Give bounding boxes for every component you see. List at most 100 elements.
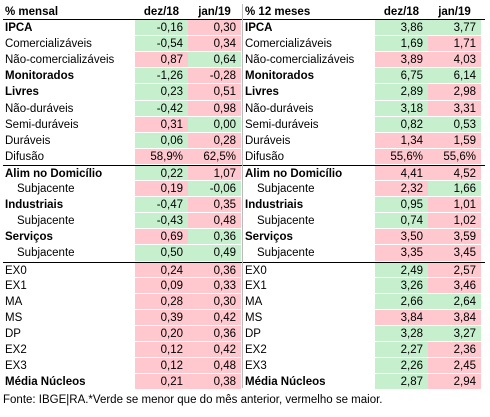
value-jan19: 3,84 [428,309,481,325]
annual-table-row: EX0 2,49 2,57 [243,261,485,278]
monthly-table-row: Não-duráveis -0,42 0,98 [3,100,245,117]
value-dez18: 0,74 [375,213,428,229]
annual-table-row: EX1 3,26 3,46 [243,277,485,294]
value-jan19: 0,34 [188,36,241,52]
value-jan19: 1,01 [428,197,481,213]
monthly-table-row: Média Núcleos 0,21 0,38 [3,374,245,391]
row-label: Não-comercializáveis [5,54,115,67]
row-label: Comercializáveis [5,38,92,51]
monthly-table-row: EX3 0,12 0,48 [3,358,245,375]
row-label: DP [5,327,21,340]
row-label: Livres [245,86,279,99]
value-jan19: 0,42 [188,309,241,325]
value-jan19: 0,30 [188,293,241,309]
value-dez18: 0,09 [135,277,188,293]
row-label: Livres [5,86,39,99]
row-label: Alim no Domicílio [245,167,343,180]
row-label: Alim no Domicílio [5,167,103,180]
annual-header-dez18: dez/18 [383,6,420,18]
annual-table-row: Difusão 55,6% 55,6% [243,148,485,165]
value-dez18: 2,49 [375,262,428,277]
value-dez18: 0,06 [135,132,188,148]
column-divider [242,4,243,388]
value-dez18: 3,86 [375,20,428,36]
value-dez18: 0,19 [135,181,188,197]
row-label: Difusão [245,150,284,163]
monthly-table-row: IPCA -0,16 0,30 [3,20,245,37]
value-dez18: 58,9% [135,148,188,164]
monthly-table-row: Subjacente 0,19 -0,06 [3,181,245,198]
value-dez18: 0,24 [135,262,188,277]
annual-table-row: Não-comercializáveis 3,89 4,03 [243,52,485,69]
monthly-header-row: % mensal dez/18 jan/19 [3,4,245,21]
monthly-table-row: EX2 0,12 0,42 [3,341,245,359]
monthly-table-row: Monitorados -1,26 -0,28 [3,68,245,85]
monthly-table-row: Subjacente -0,43 0,48 [3,213,245,230]
value-jan19: 0,42 [188,341,241,358]
annual-table-row: MA 2,66 2,64 [243,293,485,310]
value-dez18: 0,23 [135,84,188,100]
value-jan19: 0,48 [188,213,241,229]
value-jan19: 1,71 [428,36,481,52]
value-jan19: 0,30 [188,20,241,36]
annual-table: % 12 meses dez/18 jan/19 IPCA 3,86 3,77 Com… [243,4,485,391]
value-jan19: 0,38 [188,374,241,390]
value-dez18: 0,22 [135,165,188,181]
value-jan19: 0,64 [188,52,241,68]
value-jan19: 0,36 [188,325,241,341]
monthly-table-row: MA 0,28 0,30 [3,293,245,310]
row-label: Não-duráveis [5,102,74,115]
row-label: DP [245,327,261,340]
value-dez18: 2,89 [375,84,428,100]
row-label: IPCA [5,22,33,35]
value-jan19: 1,59 [428,132,481,148]
annual-table-row: Média Núcleos 2,87 2,94 [243,374,485,391]
row-label: EX0 [5,264,27,277]
row-label: Duráveis [5,134,51,147]
monthly-table-row: Comercializáveis -0,54 0,34 [3,36,245,53]
row-label: Industriais [245,199,304,212]
value-dez18: 0,12 [135,341,188,358]
monthly-table-row: DP 0,20 0,36 [3,325,245,342]
row-label: Monitorados [5,70,74,83]
annual-table-row: Subjacente 0,74 1,02 [243,213,485,230]
value-jan19: 6,14 [428,68,481,84]
value-jan19: 2,98 [428,84,481,100]
row-label: IPCA [245,22,273,35]
monthly-table-row: Subjacente 0,50 0,49 [3,245,245,262]
value-jan19: 0,51 [188,84,241,100]
monthly-table-row: Difusão 58,9% 62,5% [3,148,245,165]
annual-table-row: EX3 2,26 2,45 [243,358,485,375]
value-dez18: 2,87 [375,374,428,390]
monthly-table-row: Industriais -0,47 0,35 [3,197,245,214]
row-label: Industriais [5,199,64,212]
row-label: Subjacente [257,183,315,196]
monthly-table-row: MS 0,39 0,42 [3,309,245,326]
monthly-table: % mensal dez/18 jan/19 IPCA -0,16 0,30 Come… [3,4,245,391]
row-label: Subjacente [17,247,75,260]
value-dez18: 0,12 [135,358,188,374]
value-dez18: 0,69 [135,229,188,245]
value-jan19: 1,07 [188,165,241,181]
value-dez18: 3,18 [375,100,428,116]
annual-table-row: Serviços 3,50 3,59 [243,229,485,246]
value-jan19: 3,59 [428,229,481,245]
row-label: Subjacente [17,215,75,228]
row-label: Média Núcleos [245,376,326,389]
value-jan19: 1,66 [428,181,481,197]
value-dez18: -1,26 [135,68,188,84]
row-label: MA [5,295,23,308]
monthly-table-row: EX1 0,09 0,33 [3,277,245,294]
annual-table-row: EX2 2,27 2,36 [243,341,485,359]
monthly-rows: IPCA -0,16 0,30 Comercializáveis -0,54 0,34 Nã… [3,20,245,391]
value-jan19: 2,64 [428,293,481,309]
value-dez18: -0,54 [135,36,188,52]
row-label: EX1 [5,279,27,292]
row-label: Serviços [245,231,293,244]
annual-table-row: Subjacente 2,32 1,66 [243,181,485,198]
annual-header-row: % 12 meses dez/18 jan/19 [243,4,485,21]
monthly-header-label: % mensal [5,6,59,18]
value-dez18: 55,6% [375,148,428,164]
row-label: Subjacente [257,215,315,228]
monthly-header-dez18: dez/18 [143,6,180,18]
